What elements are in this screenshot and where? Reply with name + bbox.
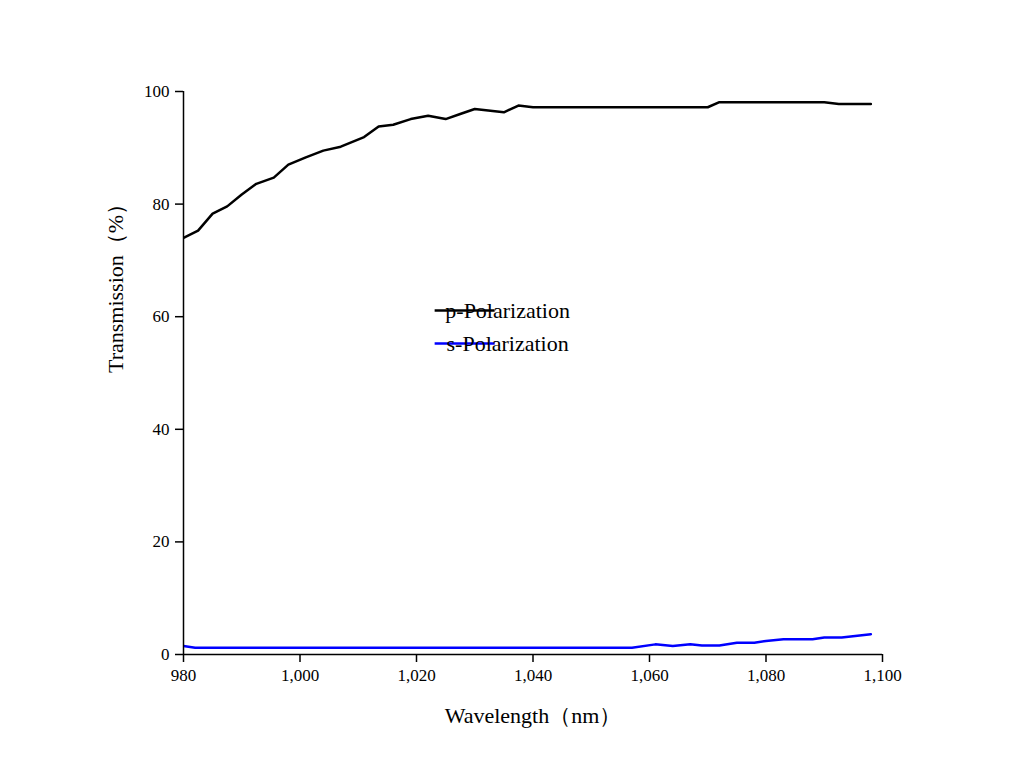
svg-text:20: 20 <box>153 532 170 551</box>
svg-text:Transmission（%）: Transmission（%） <box>103 193 128 373</box>
svg-text:1,000: 1,000 <box>281 666 319 685</box>
svg-text:1,040: 1,040 <box>514 666 552 685</box>
svg-text:60: 60 <box>153 307 170 326</box>
svg-text:80: 80 <box>153 195 170 214</box>
svg-text:1,100: 1,100 <box>863 666 901 685</box>
svg-text:1,060: 1,060 <box>630 666 668 685</box>
svg-text:Wavelength（nm）: Wavelength（nm） <box>445 703 622 728</box>
svg-text:1,020: 1,020 <box>397 666 435 685</box>
svg-text:40: 40 <box>153 420 170 439</box>
svg-text:0: 0 <box>161 645 170 664</box>
svg-text:980: 980 <box>171 666 197 685</box>
svg-text:p-Polarization: p-Polarization <box>445 298 570 323</box>
svg-text:100: 100 <box>144 82 170 101</box>
svg-text:1,080: 1,080 <box>747 666 785 685</box>
svg-text:s-Polarization: s-Polarization <box>447 331 569 356</box>
